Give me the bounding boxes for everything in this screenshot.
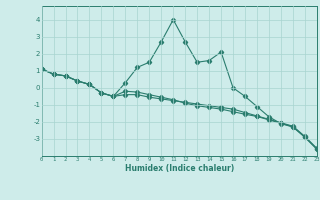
X-axis label: Humidex (Indice chaleur): Humidex (Indice chaleur) <box>124 164 234 173</box>
